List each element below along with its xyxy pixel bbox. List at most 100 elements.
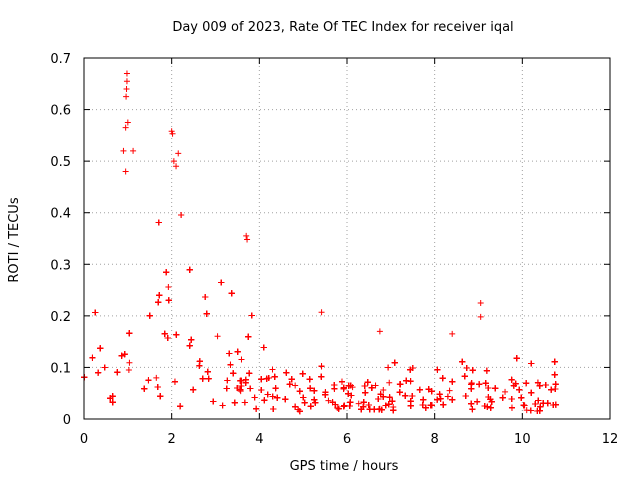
data-point [126,359,133,366]
data-point [186,266,193,273]
data-point [263,375,270,382]
data-point [391,359,398,366]
data-point [365,402,372,409]
data-point [402,392,409,399]
data-point [552,401,559,408]
data-point [380,386,387,393]
data-point [205,375,212,382]
data-point [360,403,367,410]
data-point [548,386,555,393]
data-point [375,396,382,403]
data-point [427,402,434,409]
data-point [368,384,375,391]
data-point [203,310,210,317]
data-point [523,380,530,387]
data-point [360,399,367,406]
data-point [274,394,281,401]
data-point [444,393,451,400]
data-point [520,402,527,409]
y-tick-label: 0.7 [50,52,71,67]
x-tick-label: 8 [431,432,439,447]
data-point [340,385,347,392]
data-point [230,370,237,377]
data-point [218,279,225,286]
data-point [376,328,383,335]
data-point [528,389,535,396]
data-point [364,379,371,386]
data-point [237,386,244,393]
data-point [459,358,466,365]
data-point [237,377,244,384]
data-point [347,399,354,406]
data-point [269,393,276,400]
data-point [508,404,515,411]
data-point [536,407,543,414]
data-point [389,398,396,405]
data-point [171,378,178,385]
x-tick-label: 10 [514,432,531,447]
data-point [186,342,193,349]
data-point [89,354,96,361]
data-point [527,407,534,414]
data-point [338,378,345,385]
data-point [325,397,332,404]
data-point [165,297,172,304]
data-point [420,396,427,403]
data-point [409,392,416,399]
x-tick-label: 0 [80,432,88,447]
data-point [366,406,373,413]
data-point [434,396,441,403]
data-point [165,284,172,291]
data-point [168,128,175,135]
data-point [469,367,476,374]
data-point [335,405,342,412]
data-point [153,374,160,381]
data-point [345,390,352,397]
data-point [126,330,133,337]
data-point [296,388,303,395]
data-point [141,385,148,392]
data-point [170,158,177,165]
data-point [238,382,245,389]
data-point [219,402,226,409]
data-point [199,375,206,382]
data-point [396,389,403,396]
data-point [552,386,559,393]
data-point [286,381,293,388]
data-point [439,375,446,382]
data-point [508,396,515,403]
data-points [81,70,559,415]
data-point [228,290,235,297]
data-point [270,405,277,412]
data-point [231,399,238,406]
data-point [462,393,469,400]
data-point [487,404,494,411]
data-point [331,385,338,392]
data-point [542,382,549,389]
y-tick-label: 0.1 [50,361,71,376]
y-tick-label: 0.3 [50,258,71,273]
data-point [253,405,260,412]
data-point [301,399,308,406]
data-point [173,331,180,338]
data-point [269,366,276,373]
data-point [407,366,414,373]
x-tick-labels: 0 2 4 6 8 10 12 [80,432,618,447]
chart-title: Day 009 of 2023, Rate Of TEC Index for r… [172,20,513,35]
data-point [156,292,163,299]
data-point [518,394,525,401]
data-point [361,383,368,390]
x-tick-label: 2 [168,432,176,447]
data-point [449,378,456,385]
data-point [528,360,535,367]
y-tick-label: 0.2 [50,310,71,325]
data-point [101,364,108,371]
data-point [124,119,131,126]
data-point [334,404,341,411]
y-axis-label: ROTI / TECUs [7,197,22,282]
data-point [261,397,268,404]
data-point [251,394,258,401]
data-point [407,398,414,405]
data-point [109,393,116,400]
data-point [246,370,253,377]
